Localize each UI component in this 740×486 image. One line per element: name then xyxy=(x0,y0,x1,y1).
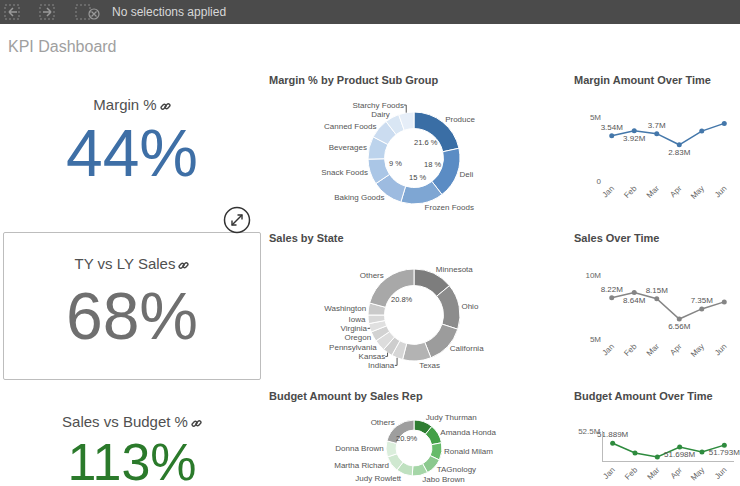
svg-text:5M: 5M xyxy=(590,335,601,344)
svg-text:9 %: 9 % xyxy=(389,159,402,168)
svg-text:Deli: Deli xyxy=(459,170,473,179)
svg-text:Beverages: Beverages xyxy=(329,143,367,152)
svg-text:Mar: Mar xyxy=(645,184,661,200)
svg-text:Kansas: Kansas xyxy=(359,352,386,361)
svg-text:Judy Thurman: Judy Thurman xyxy=(426,413,477,422)
html-text:Margin % by Product Sub Group: Margin % by Product Sub Group xyxy=(269,74,439,86)
svg-text:51.793M: 51.793M xyxy=(709,448,740,457)
svg-text:Iowa: Iowa xyxy=(349,315,366,324)
svg-text:Jan: Jan xyxy=(601,465,616,480)
svg-text:6.56M: 6.56M xyxy=(668,322,691,331)
svg-text:Feb: Feb xyxy=(622,341,639,358)
svg-text:Virginia: Virginia xyxy=(340,324,367,333)
svg-text:Dairy: Dairy xyxy=(371,110,390,119)
svg-text:Minnesota: Minnesota xyxy=(436,265,473,274)
svg-text:Oregon: Oregon xyxy=(344,333,371,342)
svg-text:20.8%: 20.8% xyxy=(391,295,413,304)
html-text:Margin Amount Over Time: Margin Amount Over Time xyxy=(574,74,711,86)
svg-text:7.35M: 7.35M xyxy=(691,296,714,305)
svg-text:3.92M: 3.92M xyxy=(623,134,646,143)
svg-text:Jan: Jan xyxy=(600,342,615,357)
svg-text:Canned Foods: Canned Foods xyxy=(324,122,376,131)
svg-text:Pennsylvania: Pennsylvania xyxy=(329,343,377,352)
svg-text:10M: 10M xyxy=(585,271,601,280)
svg-text:Jabo Brown: Jabo Brown xyxy=(422,475,464,484)
svg-text:May: May xyxy=(689,342,706,359)
svg-text:Washington: Washington xyxy=(324,304,366,313)
html-text:No selections applied: No selections applied xyxy=(112,5,227,19)
svg-text:California: California xyxy=(450,344,484,353)
html-text:Sales vs Budget %: Sales vs Budget % xyxy=(62,413,188,430)
svg-text:51.889M: 51.889M xyxy=(597,430,628,439)
svg-text:TAGnology: TAGnology xyxy=(437,465,476,474)
svg-text:0: 0 xyxy=(597,177,602,186)
svg-text:3.54M: 3.54M xyxy=(601,123,624,132)
html-text:44%: 44% xyxy=(65,116,198,190)
svg-text:Feb: Feb xyxy=(622,183,639,200)
svg-text:Amanda Honda: Amanda Honda xyxy=(440,428,496,437)
svg-text:Jun: Jun xyxy=(713,342,728,357)
svg-text:20.9%: 20.9% xyxy=(396,434,418,443)
html-text:Sales Over Time: Sales Over Time xyxy=(574,232,660,244)
svg-text:Ronald Milam: Ronald Milam xyxy=(444,447,493,456)
svg-text:Baking Goods: Baking Goods xyxy=(334,193,384,202)
html-text:68%: 68% xyxy=(65,279,198,353)
svg-text:52.5M: 52.5M xyxy=(578,427,601,436)
svg-text:Snack Foods: Snack Foods xyxy=(321,168,368,177)
html-text:KPI Dashboard: KPI Dashboard xyxy=(8,38,117,55)
svg-text:Martha Richard: Martha Richard xyxy=(334,461,389,470)
svg-text:Apr: Apr xyxy=(668,342,683,357)
svg-text:Mar: Mar xyxy=(645,342,661,358)
svg-text:18 %: 18 % xyxy=(424,160,441,169)
svg-text:5M: 5M xyxy=(590,113,601,122)
svg-text:8.22M: 8.22M xyxy=(601,285,624,294)
svg-text:Starchy Foods: Starchy Foods xyxy=(352,101,404,110)
svg-text:51.698M: 51.698M xyxy=(664,450,695,459)
svg-text:Others: Others xyxy=(371,418,395,427)
svg-text:Mar: Mar xyxy=(645,465,661,481)
svg-text:15 %: 15 % xyxy=(409,173,426,182)
svg-text:Jan: Jan xyxy=(600,184,615,199)
svg-text:8.64M: 8.64M xyxy=(623,296,646,305)
svg-text:Indiana: Indiana xyxy=(368,361,395,370)
html-text:Margin %: Margin % xyxy=(93,96,157,113)
svg-text:3.7M: 3.7M xyxy=(648,121,666,130)
svg-text:Others: Others xyxy=(360,271,384,280)
svg-text:2.83M: 2.83M xyxy=(668,148,691,157)
html-text:Sales by State: Sales by State xyxy=(269,232,344,244)
html-text:TY vs LY Sales: TY vs LY Sales xyxy=(74,255,176,272)
svg-text:Jun: Jun xyxy=(713,465,728,480)
svg-text:Judy Rowlett: Judy Rowlett xyxy=(355,474,402,483)
html-text:Budget Amount Over Time: Budget Amount Over Time xyxy=(574,390,713,402)
svg-text:Texas: Texas xyxy=(419,361,440,370)
svg-text:Feb: Feb xyxy=(623,465,640,482)
svg-text:Apr: Apr xyxy=(669,465,684,480)
svg-text:21.6 %: 21.6 % xyxy=(414,138,438,147)
svg-text:May: May xyxy=(689,184,706,201)
svg-text:8.15M: 8.15M xyxy=(646,286,669,295)
svg-text:Jun: Jun xyxy=(713,184,728,199)
svg-text:Donna Brown: Donna Brown xyxy=(335,444,383,453)
svg-text:Frozen Foods: Frozen Foods xyxy=(425,203,474,212)
svg-text:Produce: Produce xyxy=(445,115,475,124)
svg-text:May: May xyxy=(689,465,706,482)
svg-text:Apr: Apr xyxy=(668,184,683,199)
svg-text:Ohio: Ohio xyxy=(461,302,478,311)
html-text:Budget Amount by Sales Rep: Budget Amount by Sales Rep xyxy=(269,390,423,402)
